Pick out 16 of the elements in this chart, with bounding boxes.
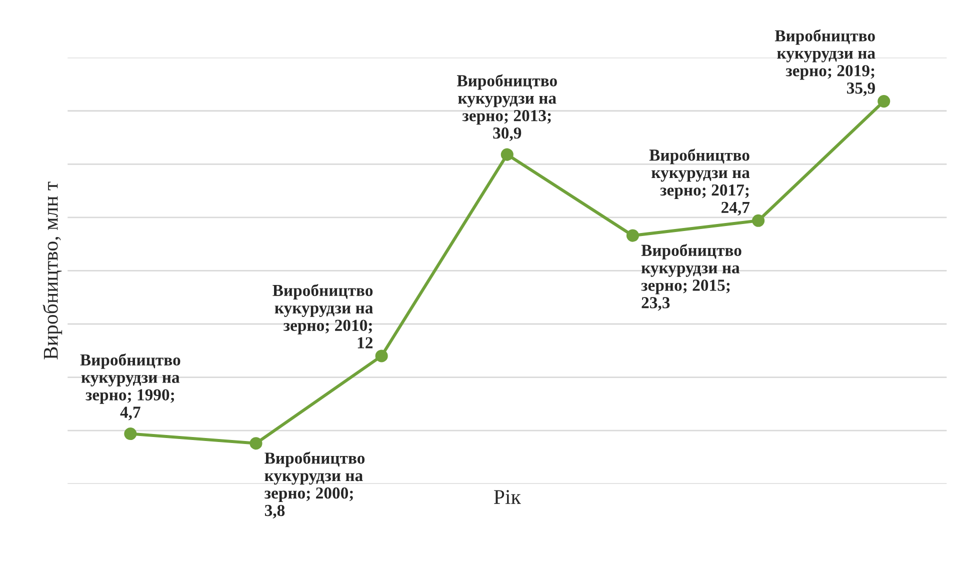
x-axis-title: Рік bbox=[494, 490, 521, 504]
data-label: Виробництво кукурудзи на зерно; 2019; 35,9 bbox=[774, 29, 876, 96]
point bbox=[878, 95, 890, 108]
point bbox=[626, 229, 640, 242]
y-axis-title: Виробництво, млн т bbox=[42, 182, 62, 360]
point bbox=[250, 437, 262, 450]
data-label: Виробництво кукурудзи на зерно; 2015; 23,3 bbox=[641, 244, 742, 311]
data-label: Виробництво кукурудзи на зерно; 2017; 24,7 bbox=[649, 148, 750, 216]
point bbox=[752, 214, 765, 227]
data-label: Виробництво кукурудзи на зерно; 2000; 3,8 bbox=[264, 452, 365, 519]
data-label: Виробництво кукурудзи на зерно; 1990; 4,7 bbox=[80, 353, 180, 420]
point bbox=[500, 148, 514, 161]
data-label: Виробництво кукурудзи на зерно; 2010; 12 bbox=[272, 284, 373, 348]
point bbox=[375, 350, 388, 362]
data-label: Виробництво кукурудзи на зерно; 2013; 30,9 bbox=[456, 74, 557, 142]
point bbox=[124, 427, 137, 440]
